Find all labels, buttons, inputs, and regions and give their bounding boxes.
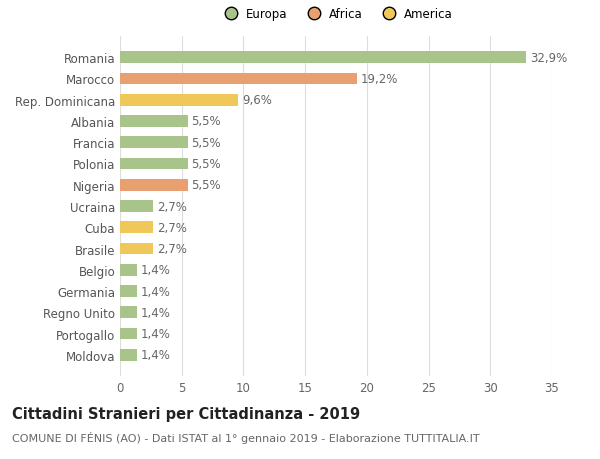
Text: 2,7%: 2,7% xyxy=(157,200,187,213)
Text: 5,5%: 5,5% xyxy=(191,136,221,149)
Bar xyxy=(120,349,137,361)
Text: 2,7%: 2,7% xyxy=(157,242,187,256)
Text: 1,4%: 1,4% xyxy=(141,306,171,319)
Bar xyxy=(120,201,154,213)
Text: 1,4%: 1,4% xyxy=(141,327,171,341)
Text: 2,7%: 2,7% xyxy=(157,221,187,234)
Text: COMUNE DI FÉNIS (AO) - Dati ISTAT al 1° gennaio 2019 - Elaborazione TUTTITALIA.I: COMUNE DI FÉNIS (AO) - Dati ISTAT al 1° … xyxy=(12,431,479,443)
Text: 1,4%: 1,4% xyxy=(141,285,171,298)
Text: 1,4%: 1,4% xyxy=(141,349,171,362)
Bar xyxy=(120,222,154,234)
Legend: Europa, Africa, America: Europa, Africa, America xyxy=(214,4,458,26)
Bar xyxy=(120,52,526,64)
Bar xyxy=(120,137,188,149)
Text: 5,5%: 5,5% xyxy=(191,157,221,171)
Bar xyxy=(120,307,137,319)
Bar xyxy=(120,116,188,128)
Text: 32,9%: 32,9% xyxy=(530,51,567,64)
Bar xyxy=(120,264,137,276)
Text: 5,5%: 5,5% xyxy=(191,115,221,128)
Text: 19,2%: 19,2% xyxy=(361,73,398,86)
Bar xyxy=(120,243,154,255)
Text: 5,5%: 5,5% xyxy=(191,179,221,192)
Bar xyxy=(120,158,188,170)
Text: 9,6%: 9,6% xyxy=(242,94,272,107)
Text: 1,4%: 1,4% xyxy=(141,264,171,277)
Text: Cittadini Stranieri per Cittadinanza - 2019: Cittadini Stranieri per Cittadinanza - 2… xyxy=(12,406,360,421)
Bar xyxy=(120,179,188,191)
Bar xyxy=(120,95,238,106)
Bar xyxy=(120,73,357,85)
Bar xyxy=(120,285,137,297)
Bar xyxy=(120,328,137,340)
